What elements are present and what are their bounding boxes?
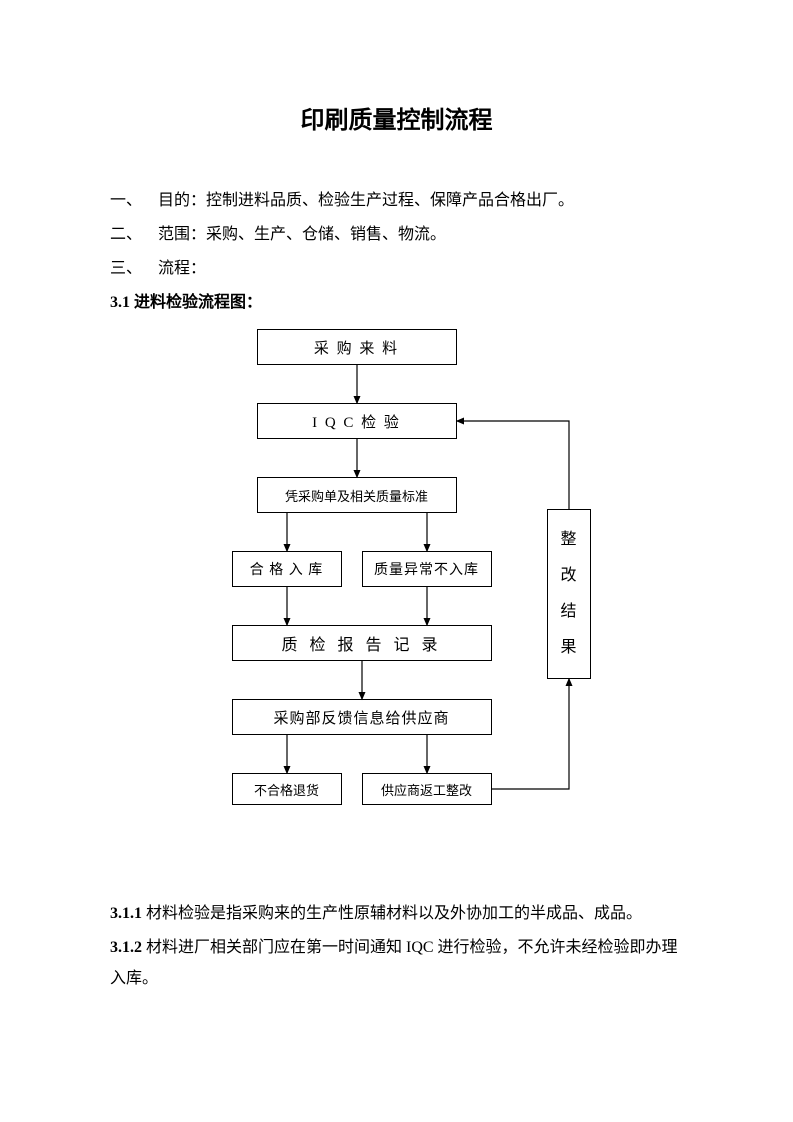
para-3-1-2: 3.1.2 材料进厂相关部门应在第一时间通知 IQC 进行检验，不允许未经检验即… [110,933,683,994]
node-pass-store: 合 格 入 库 [232,551,342,587]
section-3-num: 三、 [110,253,154,285]
node-fail-nostore: 质量异常不入库 [362,551,492,587]
section-1-num: 一、 [110,185,154,217]
section-1: 一、 目的：控制进料品质、检验生产过程、保障产品合格出厂。 [110,185,683,217]
node-feedback-supplier: 采购部反馈信息给供应商 [232,699,492,735]
section-2-text: 采购、生产、仓储、销售、物流。 [206,226,446,243]
para-3-1-2-num: 3.1.2 [110,939,142,956]
node-standards: 凭采购单及相关质量标准 [257,477,457,513]
node-rectify-result: 整 改 结 果 [547,509,591,679]
node-purchase-incoming: 采 购 来 料 [257,329,457,365]
section-3: 三、 流程： [110,253,683,285]
side-char-0: 整 [560,527,576,553]
section-2: 二、 范围：采购、生产、仓储、销售、物流。 [110,219,683,251]
para-3-1-1-num: 3.1.1 [110,905,142,922]
para-3-1-1-text: 材料检验是指采购来的生产性原辅材料以及外协加工的半成品、成品。 [142,905,642,922]
side-char-1: 改 [560,563,576,589]
side-char-3: 果 [560,635,576,661]
body-text: 3.1.1 材料检验是指采购来的生产性原辅材料以及外协加工的半成品、成品。 3.… [110,899,683,994]
section-2-num: 二、 [110,219,154,251]
node-qc-report: 质 检 报 告 记 录 [232,625,492,661]
para-3-1-2-text: 材料进厂相关部门应在第一时间通知 IQC 进行检验，不允许未经检验即办理入库。 [110,939,678,986]
side-char-2: 结 [560,599,576,625]
section-2-label: 范围： [158,226,206,243]
section-1-text: 控制进料品质、检验生产过程、保障产品合格出厂。 [206,192,574,209]
section-3-label: 流程： [158,260,206,277]
flowchart: 采 购 来 料 I Q C 检 验 凭采购单及相关质量标准 合 格 入 库 质量… [177,329,617,859]
subheader-3-1: 3.1 进料检验流程图： [110,287,683,319]
node-return-goods: 不合格退货 [232,773,342,805]
node-rework: 供应商返工整改 [362,773,492,805]
node-iqc-inspect: I Q C 检 验 [257,403,457,439]
para-3-1-1: 3.1.1 材料检验是指采购来的生产性原辅材料以及外协加工的半成品、成品。 [110,899,683,929]
section-1-label: 目的： [158,192,206,209]
page-title: 印刷质量控制流程 [110,100,683,135]
